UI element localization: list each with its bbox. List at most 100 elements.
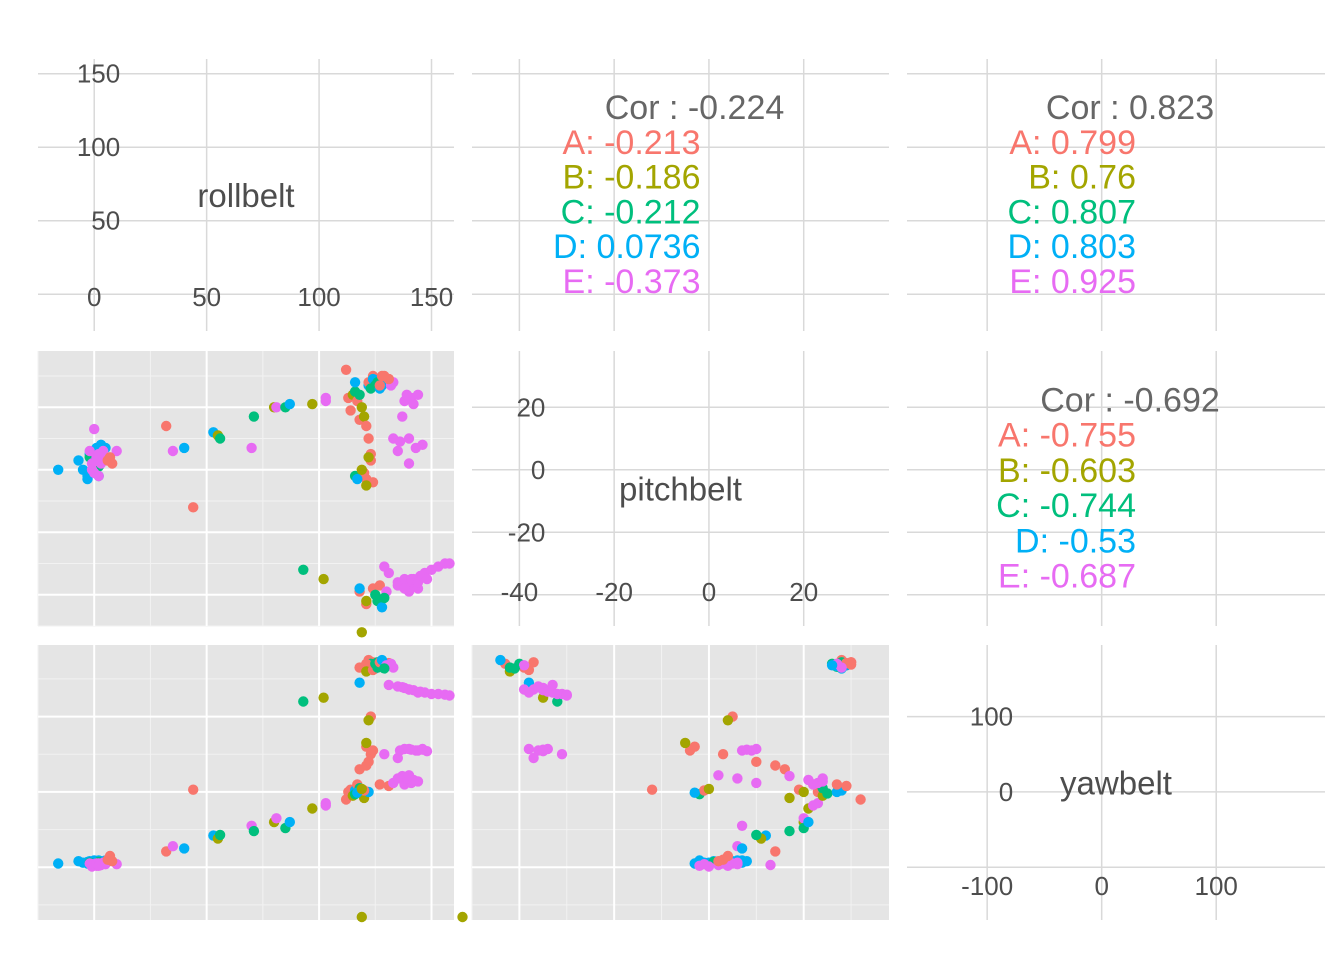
scatter-point-D bbox=[284, 816, 295, 828]
scatter-point-B bbox=[358, 411, 370, 422]
scatter-point-E bbox=[394, 745, 406, 756]
x-tick-label: 100 bbox=[1195, 871, 1238, 901]
cor-group-C: C: -0.212 bbox=[561, 193, 701, 231]
scatter-point-E bbox=[392, 773, 403, 784]
scatter-point-B bbox=[361, 737, 372, 749]
scatter-point-A bbox=[367, 745, 379, 756]
scatter-point-E bbox=[392, 445, 403, 457]
scatter-point-D bbox=[803, 816, 814, 828]
y-tick-label: 20 bbox=[516, 392, 545, 422]
scatter-point-D bbox=[53, 464, 64, 475]
scatter-point-E bbox=[412, 389, 424, 400]
scatter-point-E bbox=[320, 798, 331, 809]
cor-group-C: C: -0.744 bbox=[996, 487, 1136, 525]
scatter-point-D bbox=[354, 677, 365, 688]
scatter-point-A bbox=[188, 502, 199, 513]
scatter-point-D bbox=[826, 660, 838, 671]
scatter-point-C bbox=[214, 433, 226, 444]
scatter-point-A bbox=[722, 850, 734, 862]
scatter-point-E bbox=[803, 774, 814, 786]
scatter-point-E bbox=[556, 749, 568, 760]
scatter-point-B bbox=[703, 783, 715, 795]
scatter-point-C bbox=[379, 663, 390, 674]
scatter-panel-bg bbox=[38, 351, 454, 626]
scatter-point-E bbox=[320, 392, 331, 404]
scatter-point-C bbox=[379, 592, 390, 604]
scatter-point-E bbox=[403, 458, 415, 469]
scatter-point-E bbox=[751, 743, 762, 755]
scatter-point-E bbox=[379, 561, 390, 572]
scatter-point-E bbox=[741, 744, 752, 755]
scatter-point-D bbox=[354, 583, 365, 594]
scatter-point-B bbox=[680, 737, 691, 749]
scatter-point-B bbox=[363, 452, 374, 463]
scatter-point-A bbox=[361, 420, 372, 432]
scatter-point-E bbox=[421, 573, 433, 585]
cor-group-D: D: 0.803 bbox=[1007, 228, 1136, 266]
scatter-point-E bbox=[694, 860, 705, 871]
scatter-point-C bbox=[751, 829, 762, 841]
scatter-point-E bbox=[246, 442, 257, 454]
scatter-point-E bbox=[561, 690, 572, 701]
cor-group-A: A: -0.213 bbox=[563, 124, 701, 162]
scatter-point-A bbox=[713, 856, 724, 867]
x-tick-label: 150 bbox=[410, 282, 453, 312]
variable-label: yawbelt bbox=[1060, 765, 1172, 802]
scatter-point-D bbox=[179, 843, 190, 854]
scatter-point-D bbox=[53, 858, 64, 869]
scatter-point-E bbox=[817, 773, 828, 784]
scatter-point-A bbox=[684, 745, 696, 756]
scatter-point-A bbox=[107, 856, 118, 867]
scatter-point-A bbox=[855, 794, 866, 805]
scatter-point-E bbox=[751, 777, 762, 789]
scatter-point-B bbox=[784, 792, 795, 804]
scatter-point-E bbox=[528, 752, 539, 764]
scatter-point-A bbox=[363, 433, 374, 444]
scatter-point-E bbox=[732, 859, 743, 870]
scatter-point-D bbox=[73, 455, 84, 466]
cor-overall: Cor : 0.823 bbox=[1046, 89, 1214, 127]
scatter-point-E bbox=[523, 743, 535, 755]
scatter-point-E bbox=[444, 690, 455, 701]
scatter-point-E bbox=[403, 433, 415, 444]
cor-overall: Cor : -0.692 bbox=[1040, 382, 1220, 420]
scatter-point-E bbox=[417, 439, 428, 450]
cor-group-E: E: 0.925 bbox=[1009, 263, 1136, 301]
scatter-point-A bbox=[646, 784, 658, 795]
scatter-point-E bbox=[417, 744, 428, 755]
scatter-point-E bbox=[91, 455, 102, 466]
scatter-point-E bbox=[397, 411, 408, 422]
scatter-point-E bbox=[518, 660, 530, 671]
scatter-point-E bbox=[84, 445, 95, 457]
y-tick-label: -20 bbox=[508, 517, 546, 547]
scatter-point-D bbox=[831, 786, 843, 798]
scatter-point-E bbox=[399, 583, 410, 594]
scatter-point-A bbox=[841, 780, 852, 792]
scatter-point-E bbox=[271, 813, 282, 824]
scatter-point-E bbox=[408, 398, 419, 410]
scatter-point-C bbox=[214, 829, 226, 841]
y-tick-label: 50 bbox=[91, 206, 120, 236]
scatter-point-A bbox=[383, 373, 394, 385]
scatter-point-A bbox=[340, 364, 352, 375]
scatter-point-E bbox=[547, 679, 558, 691]
y-tick-label: 100 bbox=[77, 132, 120, 162]
scatter-point-E bbox=[89, 423, 100, 435]
scatter-point-E bbox=[167, 841, 179, 852]
x-tick-label: 100 bbox=[297, 282, 340, 312]
scatter-point-E bbox=[812, 798, 824, 809]
cor-group-B: B: 0.76 bbox=[1028, 159, 1136, 197]
scatter-point-D bbox=[736, 843, 748, 854]
scatter-point-A bbox=[528, 657, 539, 668]
cor-group-A: A: 0.799 bbox=[1009, 124, 1136, 162]
cor-group-B: B: -0.603 bbox=[998, 452, 1136, 490]
scatter-point-E bbox=[403, 770, 415, 781]
y-tick-label: 100 bbox=[970, 702, 1013, 732]
scatter-point-B bbox=[722, 715, 734, 726]
scatter-point-E bbox=[412, 687, 424, 698]
scatter-point-A bbox=[345, 405, 356, 416]
cor-group-E: E: -0.373 bbox=[563, 263, 701, 301]
scatter-point-D bbox=[495, 654, 506, 666]
scatter-point-E bbox=[533, 682, 544, 693]
scatter-point-B bbox=[356, 464, 367, 475]
